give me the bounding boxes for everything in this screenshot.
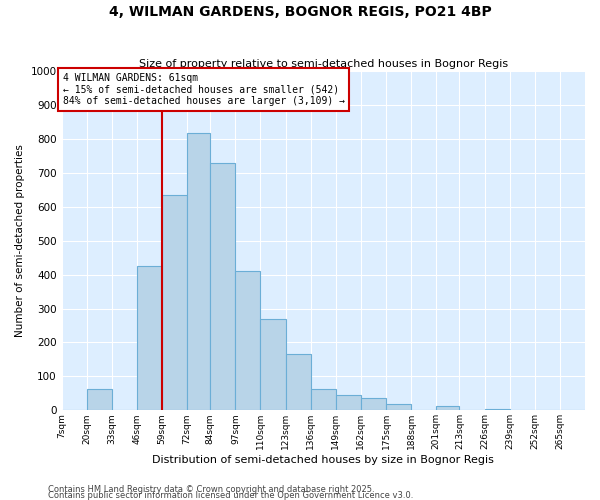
X-axis label: Distribution of semi-detached houses by size in Bognor Regis: Distribution of semi-detached houses by … (152, 455, 494, 465)
Bar (210, 162, 235, 410)
Bar (436, 406, 460, 410)
Title: Size of property relative to semi-detached houses in Bognor Regis: Size of property relative to semi-detach… (139, 59, 508, 69)
Bar (86, 390, 112, 410)
Bar (235, 272, 260, 410)
Bar (386, 404, 411, 410)
Bar (336, 395, 361, 410)
Bar (485, 408, 509, 410)
Bar (162, 195, 187, 410)
Text: Contains HM Land Registry data © Crown copyright and database right 2025.: Contains HM Land Registry data © Crown c… (48, 486, 374, 494)
Bar (187, 133, 210, 410)
Bar (137, 266, 162, 410)
Bar (311, 390, 336, 410)
Text: Contains public sector information licensed under the Open Government Licence v3: Contains public sector information licen… (48, 492, 413, 500)
Text: 4, WILMAN GARDENS, BOGNOR REGIS, PO21 4BP: 4, WILMAN GARDENS, BOGNOR REGIS, PO21 4B… (109, 5, 491, 19)
Text: 4 WILMAN GARDENS: 61sqm
← 15% of semi-detached houses are smaller (542)
84% of s: 4 WILMAN GARDENS: 61sqm ← 15% of semi-de… (62, 73, 344, 106)
Bar (260, 318, 286, 410)
Y-axis label: Number of semi-detached properties: Number of semi-detached properties (15, 144, 25, 337)
Bar (361, 398, 386, 410)
Bar (286, 354, 311, 410)
